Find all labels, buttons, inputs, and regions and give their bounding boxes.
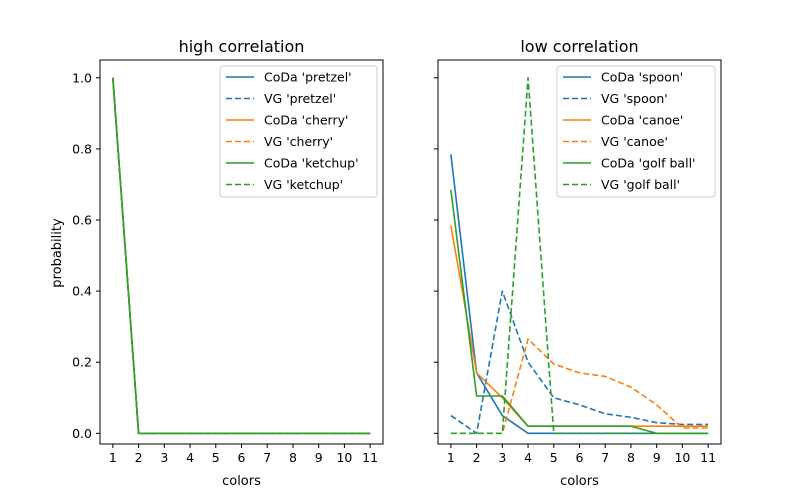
y-tick-label: 0.8 [72,141,92,156]
x-tick-label: 1 [109,450,117,465]
x-tick-label: 5 [212,450,220,465]
x-tick-label: 3 [498,450,506,465]
x-ticks: 1 2 3 4 5 6 7 8 9 10 11 [109,444,378,465]
x-tick-label: 9 [315,450,323,465]
x-tick-label: 4 [524,450,532,465]
subplot-high-correlation: high correlation 0.0 0.2 0.4 0.6 0.8 1.0 1 2 3 4… [50,37,384,489]
axes-frame [437,59,722,445]
y-ticks [434,77,438,434]
series-lines [112,77,371,435]
y-tick-label: 0.0 [72,426,92,441]
x-tick-label: 10 [674,450,690,465]
legend-label: CoDa 'ketchup' [264,156,359,171]
legend-box [219,65,378,198]
x-axis-label: colors [560,474,599,489]
series-lines [450,76,709,435]
x-tick-label: 3 [160,450,168,465]
x-tick-label: 4 [186,450,194,465]
x-tick-label: 7 [263,450,271,465]
legend-label: VG 'cherry' [264,134,333,149]
legend-label: VG 'ketchup' [264,177,343,192]
y-tick-label: 0.6 [72,213,92,228]
x-axis-label: colors [222,474,261,489]
legend-label: CoDa 'golf ball' [601,156,695,171]
y-tick-label: 0.4 [72,284,92,299]
subplot-title: high correlation [179,37,305,56]
x-tick-label: 8 [289,450,297,465]
legend: CoDa 'spoon' VG 'spoon' CoDa 'canoe' VG 'ca… [556,65,716,198]
x-tick-label: 5 [550,450,558,465]
series-line [450,338,709,435]
x-tick-label: 10 [336,450,352,465]
x-tick-label: 9 [653,450,661,465]
y-tick-label: 1.0 [72,70,92,85]
x-tick-label: 2 [473,450,481,465]
x-tick-label: 7 [601,450,609,465]
y-ticks: 0.0 0.2 0.4 0.6 0.8 1.0 [72,70,100,441]
subplot-low-correlation: low correlation 1 2 3 4 5 6 7 8 9 10 11 colors CoD… [434,37,722,489]
axes-frame [99,59,384,445]
legend-label: VG 'canoe' [601,134,668,149]
legend-label: VG 'spoon' [601,91,668,106]
legend-label: CoDa 'pretzel' [264,70,352,85]
legend-label: VG 'golf ball' [601,177,680,192]
x-tick-label: 8 [627,450,635,465]
legend-label: VG 'pretzel' [264,91,336,106]
x-tick-label: 6 [238,450,246,465]
series-line [450,76,709,435]
x-tick-label: 6 [576,450,584,465]
x-tick-label: 1 [447,450,455,465]
subplot-title: low correlation [520,37,638,56]
legend-box [556,65,716,198]
legend-label: CoDa 'canoe' [601,113,683,128]
x-ticks: 1 2 3 4 5 6 7 8 9 10 11 [447,444,716,465]
x-tick-label: 11 [362,450,378,465]
series-line [450,290,709,435]
series-line [112,77,371,435]
y-axis-label: probability [50,218,65,288]
legend-label: CoDa 'spoon' [601,70,683,85]
legend: CoDa 'pretzel' VG 'pretzel' CoDa 'cherry' V… [219,65,378,198]
x-tick-label: 2 [135,450,143,465]
legend-label: CoDa 'cherry' [264,113,348,128]
x-tick-label: 11 [700,450,716,465]
y-tick-label: 0.2 [72,355,92,370]
